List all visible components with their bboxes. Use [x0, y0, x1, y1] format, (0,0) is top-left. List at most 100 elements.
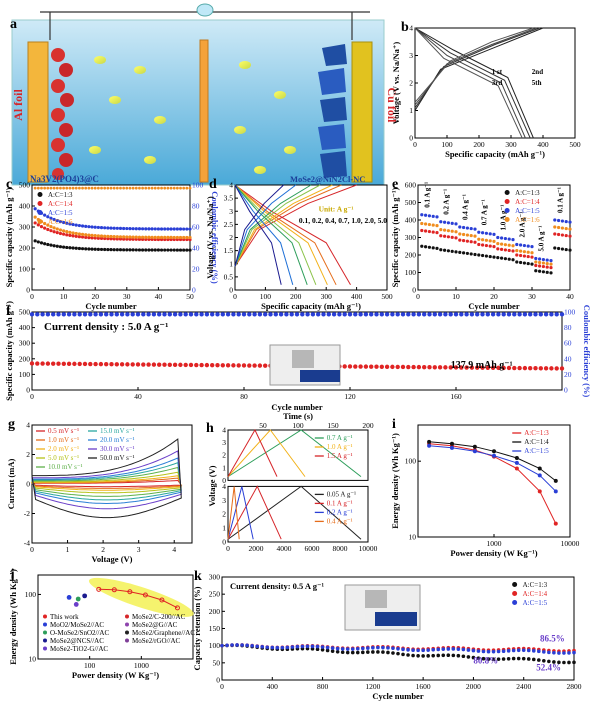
efficiency-point [501, 312, 506, 317]
point-A:C=1:6 [446, 229, 450, 233]
point-A:C=1:6 [84, 233, 88, 237]
point-A:C=1:3 [431, 653, 436, 658]
efficiency-point [71, 186, 75, 190]
point-A:C=1:3 [446, 249, 450, 253]
efficiency-point [141, 312, 146, 317]
efficiency-point [112, 186, 116, 190]
panel-letter: f [6, 304, 11, 319]
point-A:C=1:5 [265, 645, 270, 650]
efficiency-point [167, 312, 172, 317]
point-A:C=1:3 [125, 248, 129, 252]
efficiency-point [114, 312, 120, 317]
point-A:C=1:3 [371, 650, 375, 654]
legend-entry: A:C=1:5 [48, 209, 73, 217]
legend-swatch [512, 582, 518, 587]
efficiency-point [151, 312, 157, 317]
capacity-point [45, 361, 51, 366]
legend-entry: 50.0 mV s⁻¹ [100, 454, 135, 462]
capacity-point [231, 363, 236, 368]
point-A:C=1:3 [450, 249, 454, 253]
y-tick-label: 200 [19, 244, 31, 253]
point-A:C=1:5 [112, 226, 116, 230]
point-A:C=1:4 [36, 223, 40, 227]
capacity-point [66, 361, 72, 367]
efficiency-point [443, 312, 448, 317]
efficiency-point [490, 312, 496, 317]
x-axis-label: Power density (W Kg⁻¹) [450, 548, 537, 558]
point-A:C=1:6 [109, 234, 113, 239]
point-A:C=1:6 [557, 225, 561, 230]
point-A:C=1:3 [87, 247, 91, 251]
capacity-point [427, 365, 432, 370]
point-A:C=1:3 [465, 251, 469, 256]
efficiency-point [506, 312, 512, 317]
y-tick-label: 0.5 [224, 272, 234, 281]
point-A:C=1:5 [131, 227, 135, 231]
capacity-point [188, 362, 194, 368]
point-A:C=1:6 [131, 235, 135, 239]
point-A:C=1:6 [172, 235, 176, 240]
point-A:C=1:5 [325, 645, 330, 650]
efficiency-point [119, 186, 122, 190]
x-tick-label: 200 [362, 421, 374, 430]
point-A:C=1:4 [503, 248, 507, 252]
separator [199, 39, 209, 183]
point-A:C=1:3 [33, 239, 37, 243]
point-A:C=1:4 [46, 227, 50, 232]
point-A:C=1:6 [439, 228, 443, 232]
point-A:C=1:5 [541, 257, 546, 262]
y-axis-label: Voltage (V vs. Na/Na⁺) [391, 42, 401, 125]
efficiency-point [175, 186, 179, 190]
rate-annotation: 0.1, 0.2, 0.4, 0.7, 1.0, 2.0, 5.0 [299, 216, 387, 225]
y-tick-label: 0 [409, 134, 413, 143]
point-A:C=1:3 [562, 660, 566, 665]
y-tick-label: 4 [409, 24, 413, 33]
efficiency-point [93, 186, 97, 190]
point-A:C=1:4 [99, 236, 104, 240]
point-A:C=1:3 [538, 269, 542, 273]
capacity-point [459, 365, 464, 370]
efficiency-point [141, 186, 145, 190]
legend-entry: A:C=1:4 [48, 200, 73, 208]
point-A:C=1:3 [172, 248, 176, 252]
point-A:C=1:6 [496, 242, 500, 246]
point-A:C=1:3 [396, 651, 400, 656]
point-A:C=1:5 [381, 645, 385, 650]
efficiency-point [90, 186, 94, 190]
this-work-point [127, 589, 133, 595]
efficiency-point [72, 312, 77, 317]
capacity-point [480, 365, 485, 370]
point-A:C=1:4 [431, 230, 435, 234]
point-A:C=1:6 [141, 235, 145, 239]
efficiency-point [321, 312, 326, 317]
motor-icon-k [365, 590, 387, 608]
efficiency-point [342, 312, 347, 317]
point-A:C=1:4 [49, 229, 53, 233]
x-tick-label: 0 [220, 682, 224, 691]
legend-entry: 1 st [492, 68, 503, 76]
legend-entry: 30.0 mV s⁻¹ [100, 445, 135, 453]
capacity-point [496, 365, 501, 371]
efficiency-point [185, 186, 189, 190]
cv-curve-8 [31, 438, 182, 519]
efficiency-point [93, 312, 98, 317]
series-3rd-discharge [414, 27, 526, 139]
y-tick-label: 100 [405, 457, 417, 466]
gcd-bottom-3 [227, 486, 240, 540]
efficiency-point [65, 186, 69, 190]
point-A:C=1:3 [552, 660, 556, 664]
point-A:C=1:6 [503, 243, 507, 247]
point-A:C=1:3 [572, 660, 576, 665]
panel-i: 1000 10000 10 100 Power density (W Kg⁻¹) Ener… [390, 417, 580, 558]
rate-5-charge [234, 184, 284, 267]
x-axis-label: Specific capacity (mAh g⁻¹) [261, 301, 361, 311]
point-A:C=1:4 [472, 444, 477, 449]
point-A:C=1:5 [549, 259, 553, 263]
led-display-k [375, 612, 417, 626]
efficiency-point [150, 186, 154, 190]
gcd-top-1 [227, 429, 306, 477]
efficiency-point [130, 312, 135, 317]
point-A:C=1:6 [58, 228, 63, 232]
y2-axis-label: Coulombic efficiency (%) [210, 191, 220, 284]
rate-label: 2.0 A g⁻¹ [518, 212, 526, 238]
